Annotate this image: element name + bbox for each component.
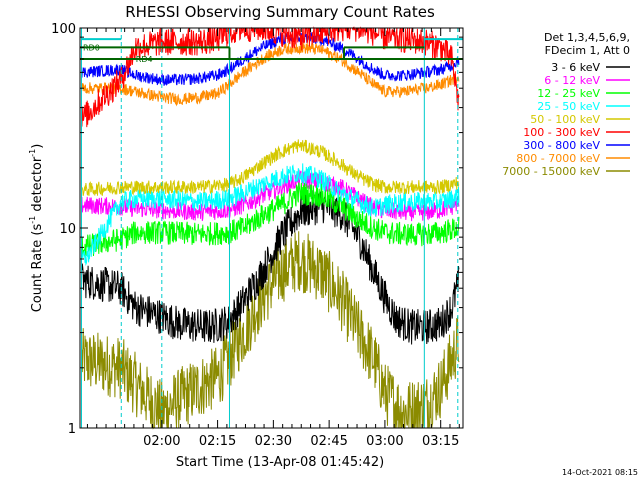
series-line bbox=[81, 139, 460, 197]
legend-label: 300 - 800 keV bbox=[523, 139, 600, 152]
footer-timestamp: 14-Oct-2021 08:15 bbox=[562, 468, 638, 477]
legend-header-detectors: Det 1,3,4,5,6,9, bbox=[544, 31, 630, 44]
series-line bbox=[81, 163, 460, 267]
legend-label: 25 - 50 keV bbox=[537, 100, 600, 113]
x-axis-label: Start Time (13-Apr-08 01:45:42) bbox=[176, 455, 384, 470]
legend-label: 800 - 7000 keV bbox=[516, 152, 600, 165]
x-tick-label: 02:15 bbox=[199, 434, 236, 449]
series-line bbox=[81, 26, 460, 128]
series-line bbox=[81, 31, 460, 86]
legend-label: 12 - 25 keV bbox=[537, 87, 600, 100]
legend-header-decimation: FDecim 1, Att 0 bbox=[545, 44, 630, 57]
chart-title: RHESSI Observing Summary Count Rates bbox=[125, 3, 435, 21]
rd0-label: RD0 bbox=[83, 43, 100, 52]
y-tick-label: 100 bbox=[51, 22, 76, 37]
y-axis: 1 10 100 bbox=[51, 22, 463, 437]
series-line bbox=[81, 231, 460, 430]
rd4-label: RD4 bbox=[136, 55, 153, 64]
x-axis: 02:00 02:15 02:30 02:45 03:00 03:15 bbox=[86, 28, 460, 449]
legend-label: 3 - 6 keV bbox=[551, 61, 600, 74]
series-line bbox=[81, 190, 460, 345]
legend-label: 7000 - 15000 keV bbox=[502, 165, 600, 178]
legend-label: 6 - 12 keV bbox=[544, 74, 600, 87]
y-tick-label: 10 bbox=[59, 222, 76, 237]
legend-label: 100 - 300 keV bbox=[523, 126, 600, 139]
x-tick-label: 02:30 bbox=[255, 434, 292, 449]
legend: Det 1,3,4,5,6,9, FDecim 1, Att 0 3 - 6 k… bbox=[502, 31, 630, 178]
x-tick-label: 02:45 bbox=[310, 434, 347, 449]
y-tick-label: 1 bbox=[68, 422, 76, 437]
series-layer bbox=[81, 26, 460, 430]
x-tick-label: 02:00 bbox=[143, 434, 180, 449]
y-axis-label: Count Rate (s-1 detector-1) bbox=[28, 144, 45, 313]
x-tick-label: 03:00 bbox=[366, 434, 403, 449]
series-line bbox=[81, 42, 460, 107]
x-tick-label: 03:15 bbox=[422, 434, 459, 449]
series-line bbox=[81, 182, 460, 258]
legend-label: 50 - 100 keV bbox=[530, 113, 600, 126]
